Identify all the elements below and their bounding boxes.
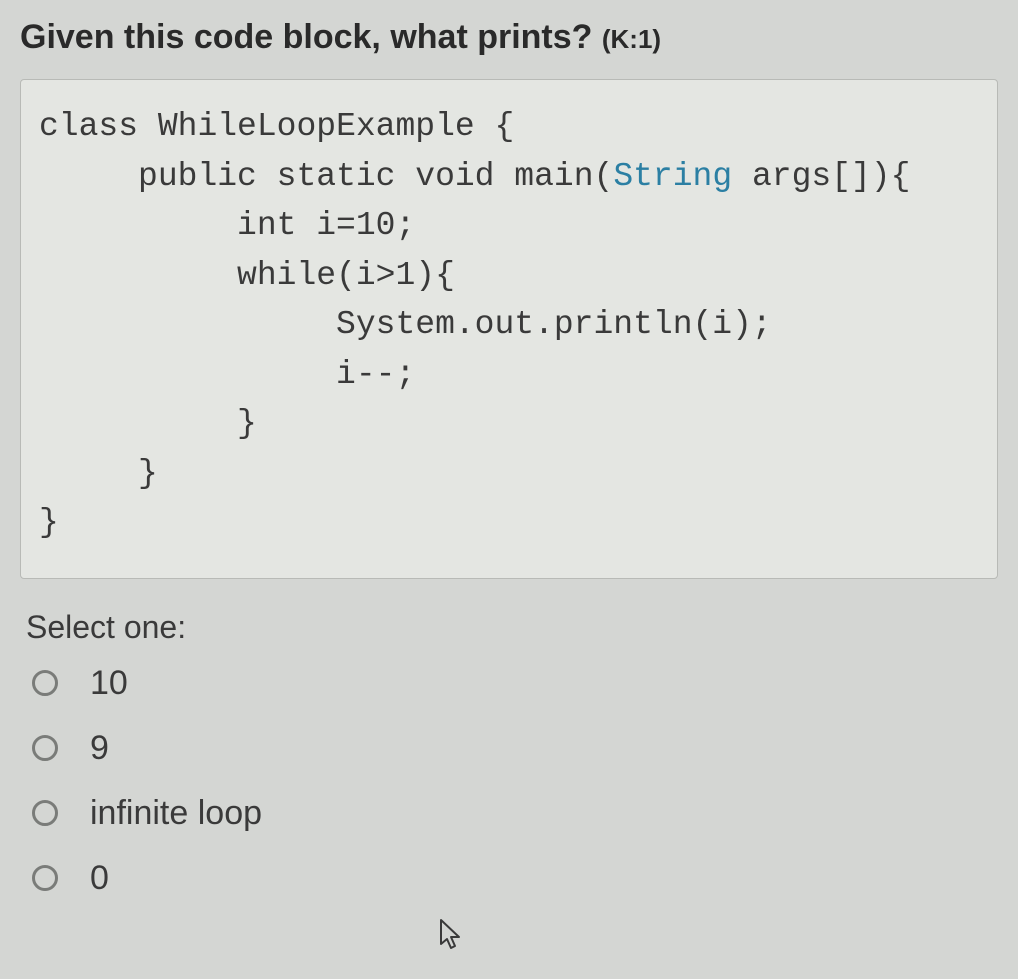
select-prompt: Select one: — [26, 609, 998, 646]
code-line-3: int i=10; — [39, 207, 415, 244]
option-label: 9 — [90, 729, 109, 768]
option-label: infinite loop — [90, 794, 262, 833]
option-row[interactable]: 9 — [32, 729, 998, 768]
option-label: 0 — [90, 859, 109, 898]
code-block: class WhileLoopExample { public static v… — [20, 79, 998, 579]
code-line-4: while(i>1){ — [39, 257, 455, 294]
option-label: 10 — [90, 664, 128, 703]
option-row[interactable]: 10 — [32, 664, 998, 703]
radio-button[interactable] — [32, 865, 58, 891]
code-line-7: } — [39, 405, 257, 442]
radio-button[interactable] — [32, 670, 58, 696]
radio-button[interactable] — [32, 800, 58, 826]
code-line-2: public static void main(String args[]){ — [39, 158, 910, 195]
code-line-1: class WhileLoopExample { — [39, 108, 514, 145]
code-line-6: i--; — [39, 356, 415, 393]
code-line-8: } — [39, 455, 158, 492]
option-row[interactable]: infinite loop — [32, 794, 998, 833]
radio-button[interactable] — [32, 735, 58, 761]
question-prompt: Given this code block, what prints? — [20, 18, 592, 56]
code-line-9: } — [39, 504, 59, 541]
option-row[interactable]: 0 — [32, 859, 998, 898]
question-points: (K:1) — [602, 24, 661, 54]
options-list: 10 9 infinite loop 0 — [32, 664, 998, 898]
code-line-5: System.out.println(i); — [39, 306, 772, 343]
question-heading: Given this code block, what prints? (K:1… — [20, 18, 998, 57]
question-container: Given this code block, what prints? (K:1… — [0, 0, 1018, 942]
